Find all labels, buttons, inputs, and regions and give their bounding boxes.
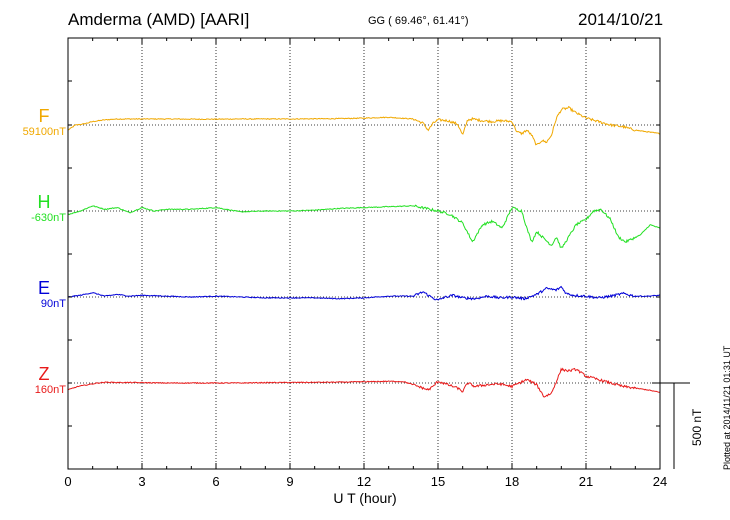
component-label-f: F 59100nT (0, 107, 66, 139)
series-layer (67, 105, 661, 398)
component-label-h: H -630nT (0, 193, 66, 225)
x-tick-label: 6 (212, 474, 220, 489)
series-line-z (67, 367, 661, 398)
plot-credit: Plotted at 2014/11/21 01:31 UT (722, 345, 730, 470)
station-coordinates: GG ( 69.46°, 61.41°) (368, 15, 469, 27)
x-axis-title: U T (hour) (333, 490, 397, 506)
component-baseline: 59100nT (22, 126, 66, 138)
x-tick-label: 18 (504, 474, 520, 489)
station-title: Amderma (AMD) [AARI] (68, 10, 250, 29)
scale-bar-label: 500 nT (690, 408, 704, 446)
component-label-e: E 90nT (0, 279, 66, 311)
series-line-f (67, 105, 661, 146)
plot-date: 2014/10/21 (578, 10, 664, 29)
x-tick-label: 15 (430, 474, 446, 489)
component-name: H (37, 192, 51, 212)
x-tick-label: 3 (138, 474, 146, 489)
component-baseline: -630nT (31, 212, 66, 224)
axis-ticks (67, 37, 661, 470)
component-name: Z (38, 364, 50, 384)
component-name: F (38, 106, 50, 126)
x-tick-label: 0 (64, 474, 72, 489)
grid-lines (68, 38, 660, 469)
series-line-h (67, 204, 661, 248)
component-baseline: 90nT (40, 298, 66, 310)
component-label-z: Z 160nT (0, 365, 66, 397)
x-tick-label: 12 (356, 474, 372, 489)
scale-bar (652, 382, 690, 469)
component-name: E (37, 278, 50, 298)
component-baseline: 160nT (34, 384, 66, 396)
x-tick-label: 21 (578, 474, 594, 489)
series-line-e (67, 285, 661, 301)
x-tick-label: 9 (286, 474, 294, 489)
x-tick-label: 24 (652, 474, 668, 489)
